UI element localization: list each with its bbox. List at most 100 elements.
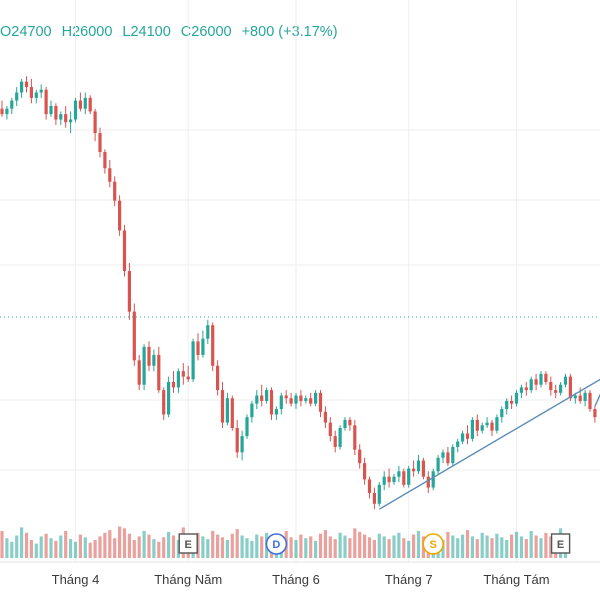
volume-bar [328, 536, 332, 558]
volume-bar [367, 537, 372, 558]
volume-bar [54, 540, 58, 558]
high-value: H26000 [61, 24, 113, 40]
candle-body [15, 92, 19, 101]
candle-body [451, 446, 455, 464]
candle-body [367, 479, 372, 493]
volume-bar [162, 537, 166, 558]
wave-line-down [594, 393, 600, 407]
candle-body [353, 425, 357, 450]
volume-bar [456, 538, 460, 558]
volume-bar [529, 531, 533, 558]
event-marker-earnings[interactable]: E [178, 533, 198, 554]
candle-body [132, 311, 136, 361]
volume-bar [519, 536, 523, 558]
x-tick-label: Tháng Năm [154, 572, 222, 587]
volume-bar [220, 537, 225, 558]
candle-body [397, 471, 401, 477]
volume-bar [485, 535, 489, 558]
candle-body [260, 395, 264, 401]
candle-body [563, 376, 568, 385]
candle-body [93, 111, 97, 134]
event-marker-letter: D [272, 539, 280, 551]
volume-bar [0, 531, 4, 558]
candles [0, 76, 597, 510]
volume-bar [118, 526, 122, 558]
volume-bar [480, 532, 484, 558]
volume-bar [83, 537, 87, 558]
low-value: L24100 [122, 24, 171, 40]
volume-bar [240, 535, 244, 558]
volume-bar [490, 538, 494, 558]
volume-bar [5, 538, 9, 558]
candle-body [382, 476, 386, 485]
candle-body [142, 346, 146, 385]
volume-bar [348, 538, 352, 558]
volume-bar [15, 535, 19, 558]
candle-body [485, 422, 489, 426]
volume-bar [294, 540, 298, 558]
candle-body [578, 395, 582, 401]
candle-body [201, 338, 205, 355]
volume-bar [250, 540, 254, 558]
volume-bar [353, 528, 357, 558]
candle-body [323, 411, 327, 423]
volume-bar [412, 534, 416, 558]
candle-body [446, 452, 450, 464]
candle-body [470, 419, 474, 439]
event-marker-split[interactable]: S [422, 533, 445, 555]
volume-bar [69, 539, 73, 558]
candle-body [69, 119, 73, 123]
candle-body [588, 392, 592, 410]
candle-body [39, 89, 43, 93]
volume-bar [416, 531, 421, 558]
volume-bar [10, 541, 14, 558]
candle-body [519, 387, 523, 393]
event-marker-circle [422, 533, 445, 555]
volume-bar [196, 532, 200, 558]
volume-bar [475, 539, 479, 558]
volume-bar [216, 534, 220, 558]
candle-body [216, 365, 220, 391]
candle-body [431, 471, 435, 488]
volume-bar [299, 534, 303, 558]
event-marker-box [550, 533, 571, 554]
candle-body [318, 392, 323, 412]
volume-bar [201, 536, 205, 558]
candle-body [426, 476, 430, 488]
candle-body [279, 395, 283, 410]
volume-bar [59, 535, 63, 558]
candle-body [24, 81, 29, 88]
candle-body [490, 422, 494, 431]
candle-body [113, 181, 117, 201]
candle-body [412, 468, 416, 472]
candle-body [416, 460, 421, 472]
volume-bar [206, 539, 210, 558]
candle-body [456, 441, 460, 447]
volume-bar [333, 539, 337, 558]
volume-bar [157, 541, 161, 558]
candle-body [593, 409, 597, 418]
volume-bar [113, 538, 117, 558]
event-marker-earnings[interactable]: E [550, 533, 571, 554]
candle-body [167, 382, 171, 415]
candle-body [524, 387, 528, 391]
event-marker-box [178, 533, 198, 554]
volume-bar [549, 536, 553, 558]
volume-bar [544, 532, 548, 558]
close-value: C26000 [180, 24, 232, 40]
candle-body [402, 471, 406, 485]
candle-body [289, 398, 293, 404]
candle-body [514, 392, 519, 404]
volume-bar [260, 536, 264, 558]
candle-body [78, 100, 82, 109]
volume-bar [152, 539, 156, 558]
candle-body [549, 382, 553, 391]
candle-body [358, 449, 362, 464]
x-tick-label: Tháng 6 [272, 572, 320, 587]
volume-bar [225, 540, 229, 558]
event-marker-dividend[interactable]: D [265, 533, 288, 555]
candle-body [436, 457, 440, 472]
volume-bar [441, 540, 445, 558]
candle-body [294, 395, 298, 404]
